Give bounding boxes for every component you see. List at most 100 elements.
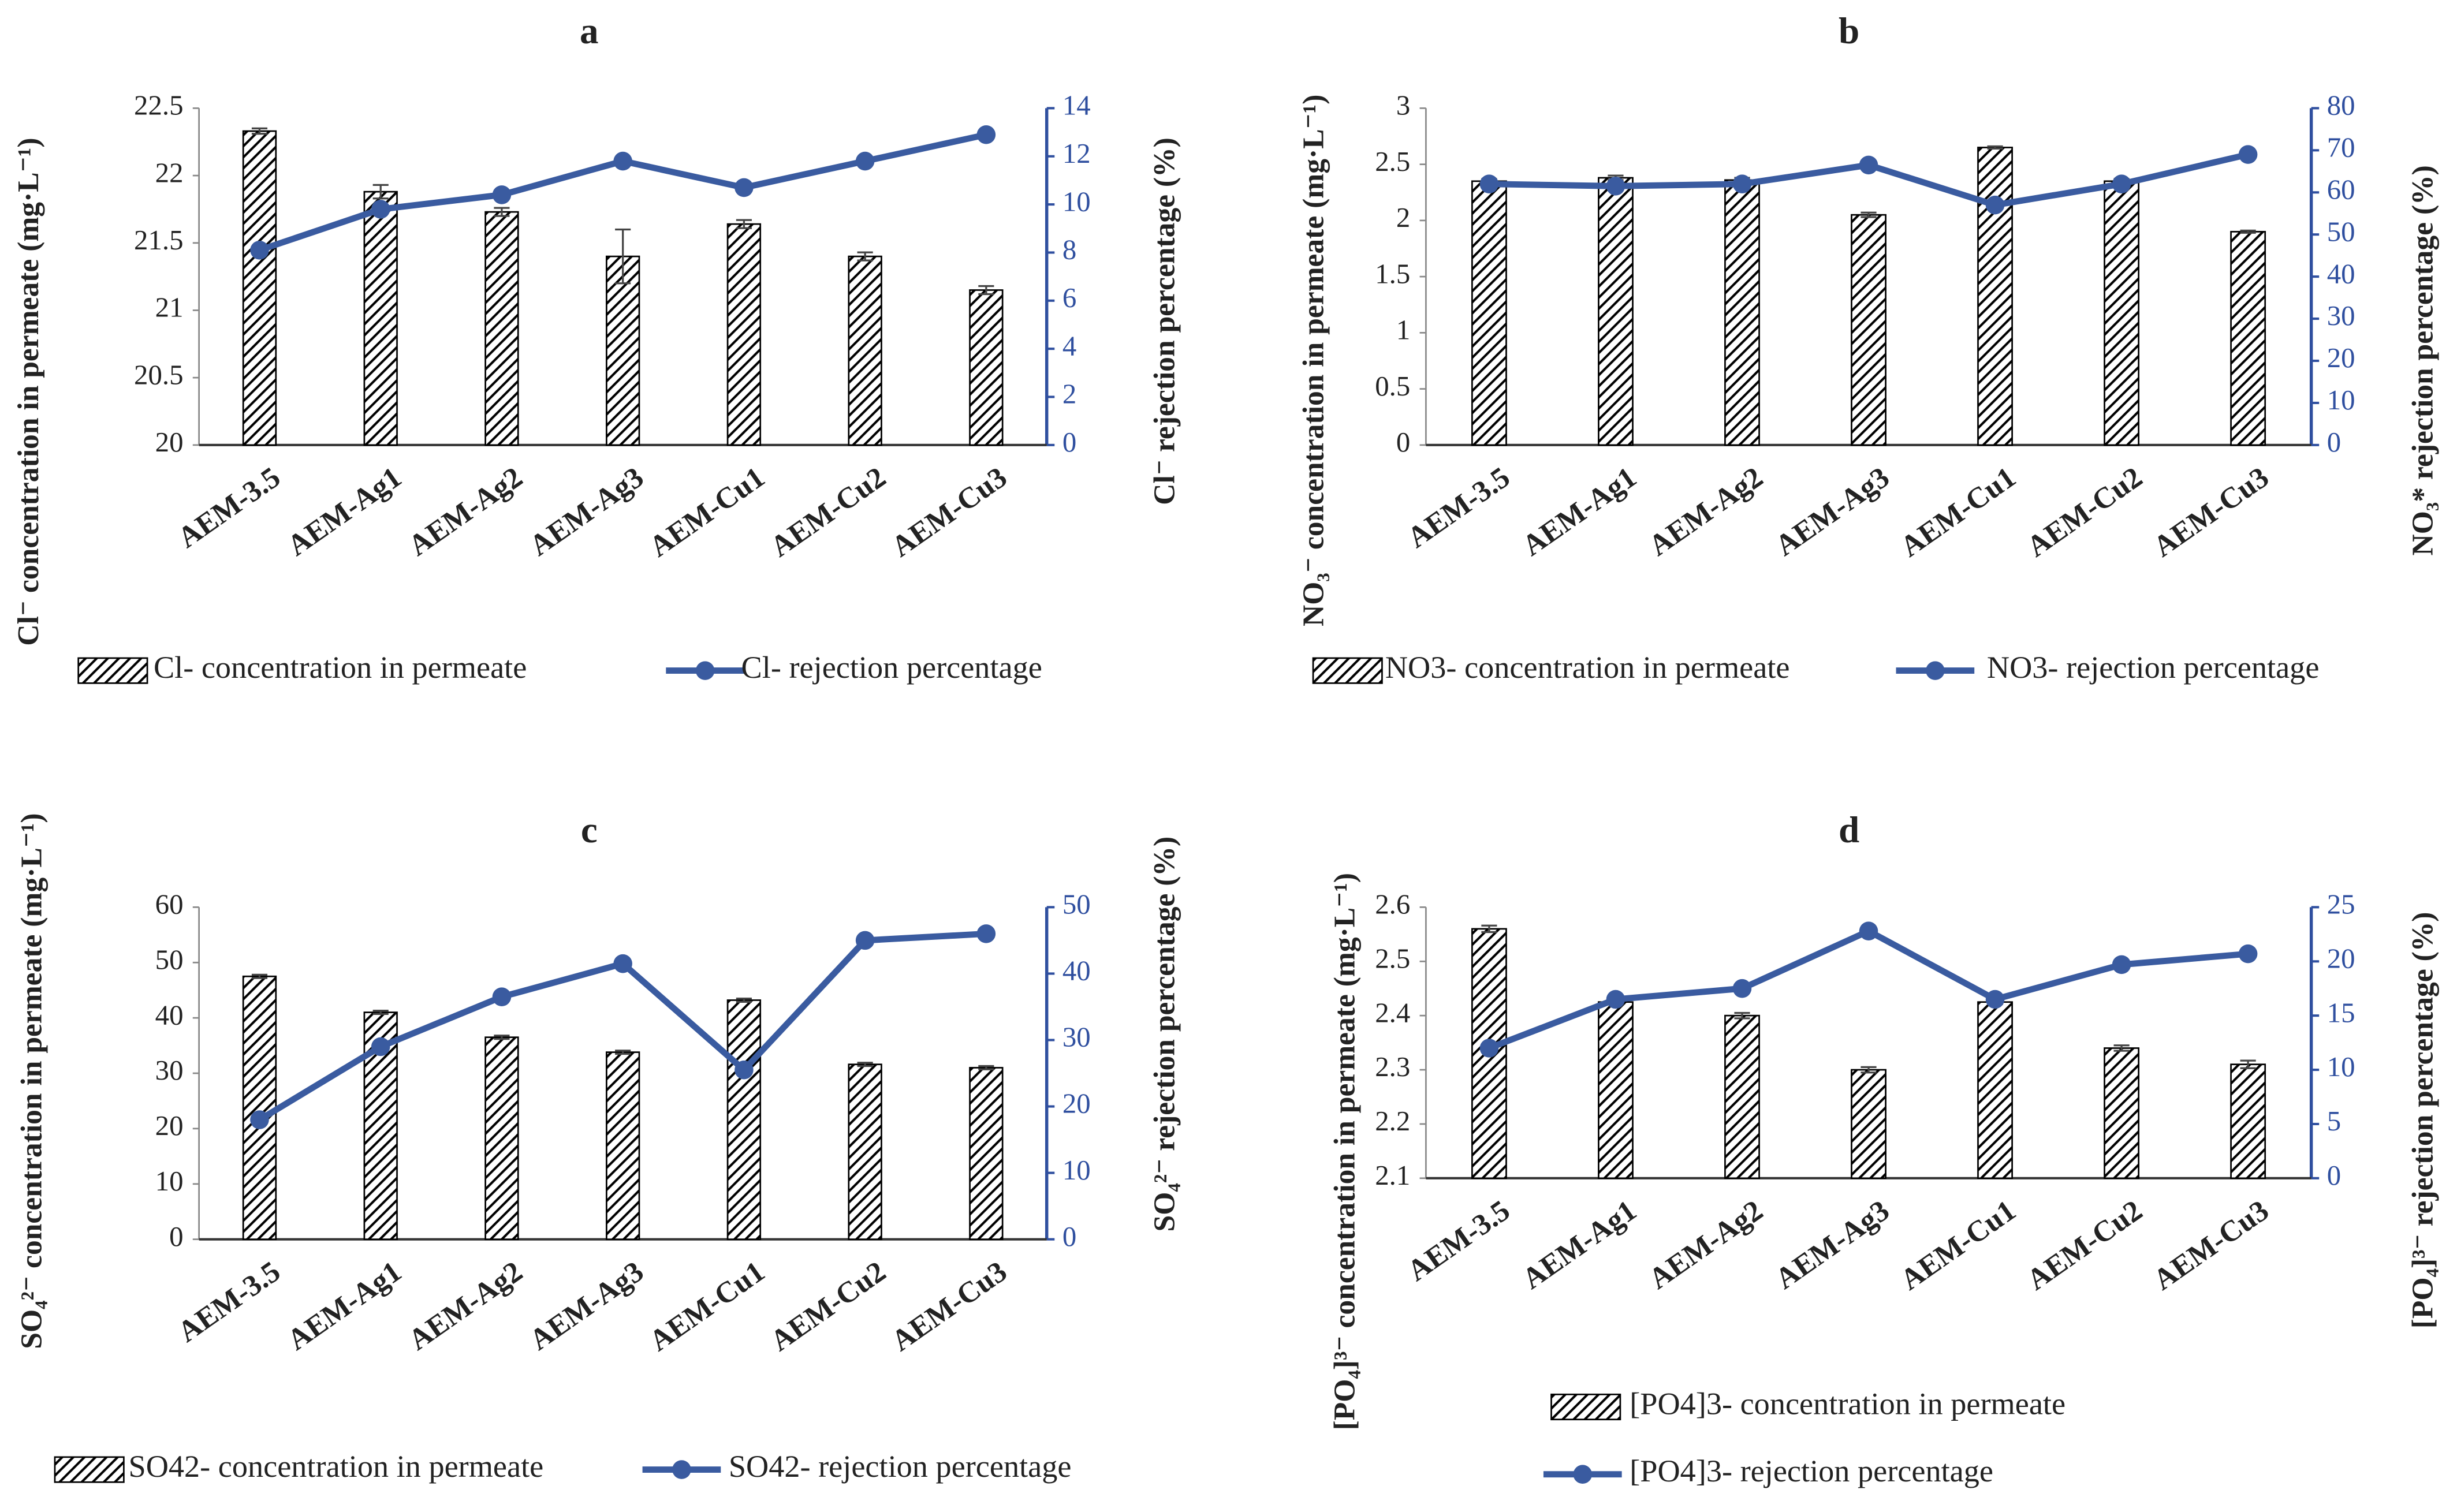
- line-point: [2238, 145, 2258, 164]
- x-tick-label: AEM-Cu1: [1895, 461, 2022, 563]
- y-tick-label: 2.5: [1375, 942, 1410, 974]
- y-axis-label: NO₃⁻ concentration in permeate (mg·L⁻¹): [1297, 95, 1330, 626]
- error-bar: [736, 997, 752, 1003]
- y2-axis-label: Cl⁻ rejection percentage (%): [1148, 137, 1181, 505]
- y-tick-label: 1: [1396, 314, 1410, 346]
- y2-axis-label: [PO₄]³⁻ rejection percentage (%): [2407, 912, 2440, 1329]
- x-tick-label: AEM-Ag1: [281, 461, 407, 562]
- y2-tick-label: 0: [1062, 426, 1076, 458]
- bar: [242, 130, 277, 446]
- y-tick-label: 0: [1396, 426, 1410, 458]
- y2-tick-label: 15: [2327, 996, 2355, 1028]
- bar: [726, 223, 762, 446]
- bar: [606, 255, 640, 446]
- legend-swatch: [1550, 1393, 1621, 1421]
- bar: [242, 975, 277, 1241]
- y2-tick-label: 50: [2327, 215, 2355, 247]
- line-point: [1479, 1039, 1499, 1058]
- x-tick-label: AEM-3.5: [1401, 1194, 1516, 1287]
- y-axis-label: Cl⁻ concentration in permeate (mg·L⁻¹): [12, 138, 45, 646]
- x-tick-label: AEM-Cu2: [765, 1255, 892, 1358]
- y-tick-label: 3: [1396, 89, 1410, 121]
- y2-tick-label: 40: [1062, 955, 1091, 987]
- x-tick-label: AEM-Ag2: [1643, 1194, 1769, 1296]
- line-point: [1985, 990, 2005, 1009]
- y2-tick-label: 80: [2327, 89, 2355, 121]
- bar: [1598, 1001, 1634, 1179]
- y2-tick-label: 20: [1062, 1088, 1091, 1119]
- chart-title: b: [1839, 10, 1859, 52]
- y-tick-label: 0: [169, 1220, 183, 1252]
- y2-tick-label: 6: [1062, 282, 1076, 313]
- y-tick-label: 2.2: [1375, 1105, 1410, 1137]
- y-tick-label: 1.5: [1375, 257, 1410, 289]
- bar: [2230, 230, 2266, 446]
- x-tick-label: AEM-Cu2: [765, 461, 892, 563]
- bar: [1851, 214, 1886, 446]
- legend-marker: [1573, 1465, 1593, 1484]
- bar: [848, 255, 882, 446]
- y-tick-label: 0.5: [1375, 370, 1410, 402]
- line-point: [613, 954, 632, 973]
- line-point: [1606, 990, 1625, 1009]
- x-tick-label: AEM-Cu2: [2021, 461, 2148, 563]
- error-bar: [736, 219, 752, 229]
- line-point: [2238, 944, 2258, 964]
- bar: [1471, 180, 1507, 446]
- line-point: [371, 1037, 390, 1056]
- line-point: [613, 151, 632, 171]
- bar: [1851, 1069, 1886, 1179]
- line-point: [855, 151, 875, 171]
- y2-tick-label: 25: [2327, 888, 2355, 920]
- error-bar: [251, 127, 268, 135]
- y2-tick-label: 10: [2327, 384, 2355, 416]
- y-axis-label: SO₄²⁻ concentration in permeate (mg·L⁻¹): [16, 813, 49, 1349]
- y-tick-label: 50: [155, 943, 184, 975]
- legend-label: [PO4]3- concentration in permeate: [1630, 1386, 2065, 1421]
- bar: [2230, 1063, 2266, 1179]
- y2-tick-label: 60: [2327, 173, 2355, 205]
- x-tick-label: AEM-Cu1: [643, 461, 770, 563]
- line-point: [1985, 195, 2005, 215]
- bar: [726, 999, 762, 1241]
- y-tick-label: 21.5: [134, 224, 183, 256]
- error-bar: [494, 207, 510, 217]
- y2-tick-label: 0: [1062, 1220, 1076, 1252]
- bar: [1977, 1001, 2013, 1179]
- y2-tick-label: 0: [2327, 426, 2341, 458]
- line-point: [855, 931, 875, 950]
- line-point: [1732, 979, 1752, 998]
- line-point: [371, 200, 390, 219]
- line-point: [1606, 177, 1625, 196]
- error-bar: [1861, 1066, 1877, 1074]
- x-tick-label: AEM-Ag1: [281, 1255, 407, 1357]
- error-bar: [494, 1035, 510, 1040]
- error-bar: [978, 1065, 994, 1070]
- y2-tick-label: 70: [2327, 132, 2355, 163]
- legend-marker: [672, 1460, 691, 1479]
- error-bar: [978, 285, 994, 296]
- x-tick-label: AEM-Ag1: [1516, 461, 1642, 562]
- x-tick-label: AEM-3.5: [172, 1255, 286, 1349]
- y-tick-label: 10: [155, 1165, 184, 1197]
- bar: [848, 1063, 882, 1241]
- line-point: [1859, 155, 1878, 175]
- y2-tick-label: 30: [2327, 300, 2355, 331]
- y-tick-label: 22: [155, 156, 184, 188]
- bar: [1977, 147, 2013, 446]
- y2-tick-label: 20: [2327, 942, 2355, 974]
- x-tick-label: AEM-Ag2: [1643, 461, 1769, 562]
- legend-label: [PO4]3- rejection percentage: [1630, 1454, 1993, 1488]
- y-tick-label: 2.6: [1375, 888, 1410, 920]
- y2-tick-label: 10: [1062, 1154, 1091, 1186]
- y-tick-label: 2.1: [1375, 1159, 1410, 1191]
- chart-title: d: [1839, 809, 1859, 851]
- y2-axis-label: SO₄²⁻ rejection percentage (%): [1148, 837, 1181, 1232]
- x-tick-label: AEM-Cu3: [2147, 1194, 2275, 1297]
- y-tick-label: 20: [155, 1110, 184, 1141]
- error-bar: [2240, 1059, 2256, 1069]
- x-tick-label: AEM-3.5: [1401, 461, 1516, 554]
- line-point: [250, 241, 269, 260]
- legend-marker: [1926, 661, 1945, 680]
- y-tick-label: 2.3: [1375, 1051, 1410, 1082]
